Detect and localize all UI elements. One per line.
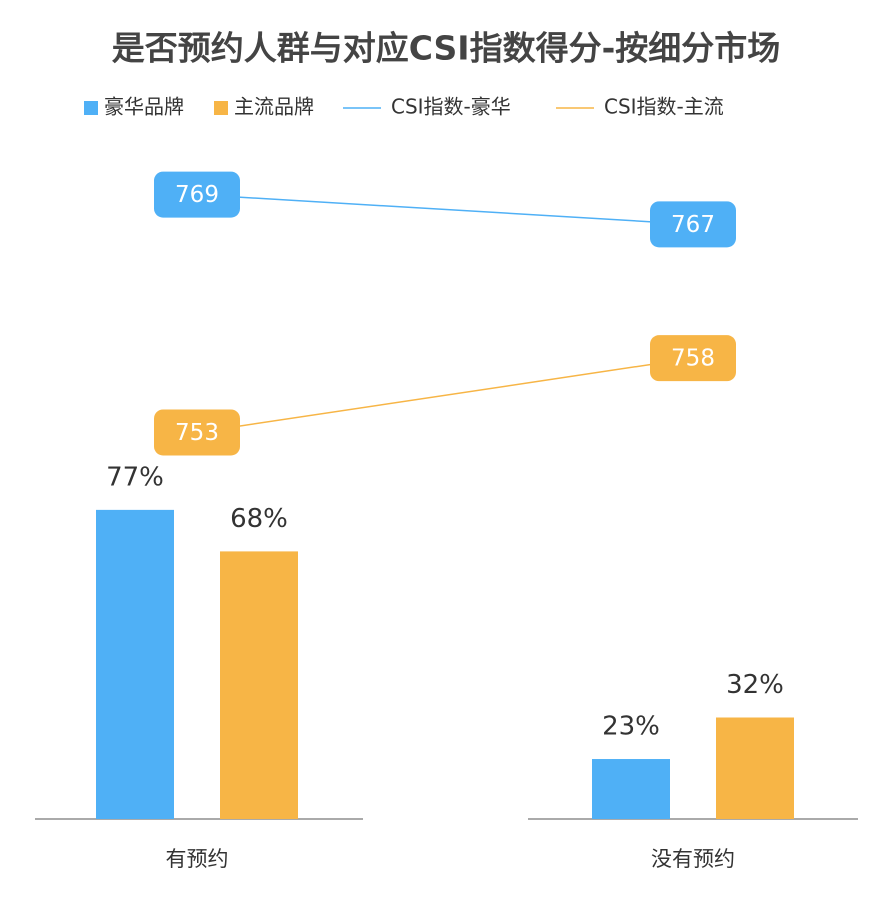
legend-label: 主流品牌 xyxy=(234,95,314,119)
chart-title: 是否预约人群与对应CSI指数得分-按细分市场 xyxy=(112,29,781,68)
legend-label: CSI指数-豪华 xyxy=(391,95,511,119)
line-label-box xyxy=(154,409,240,456)
bar xyxy=(96,509,174,819)
bar-value-label: 23% xyxy=(602,712,660,742)
legend-swatch xyxy=(84,101,98,115)
line-value-label: 758 xyxy=(671,346,715,372)
bar-value-label: 32% xyxy=(726,670,784,700)
x-tick-label: 有预约 xyxy=(166,847,229,871)
line xyxy=(196,193,694,226)
line xyxy=(196,357,694,434)
legend-swatch xyxy=(214,101,228,115)
bar-value-label: 68% xyxy=(230,504,288,534)
legend-label: CSI指数-主流 xyxy=(604,95,724,119)
line-label-box xyxy=(650,335,736,382)
line-value-label: 769 xyxy=(175,182,219,208)
bar xyxy=(592,759,670,819)
line-value-label: 767 xyxy=(671,212,715,238)
x-tick-label: 没有预约 xyxy=(651,847,735,871)
bar xyxy=(716,717,794,819)
legend-label: 豪华品牌 xyxy=(104,95,184,119)
bar-value-label: 77% xyxy=(106,462,164,492)
line-label-box xyxy=(154,171,240,218)
line-value-label: 753 xyxy=(175,420,219,446)
line-label-box xyxy=(650,201,736,248)
bar xyxy=(220,551,298,819)
